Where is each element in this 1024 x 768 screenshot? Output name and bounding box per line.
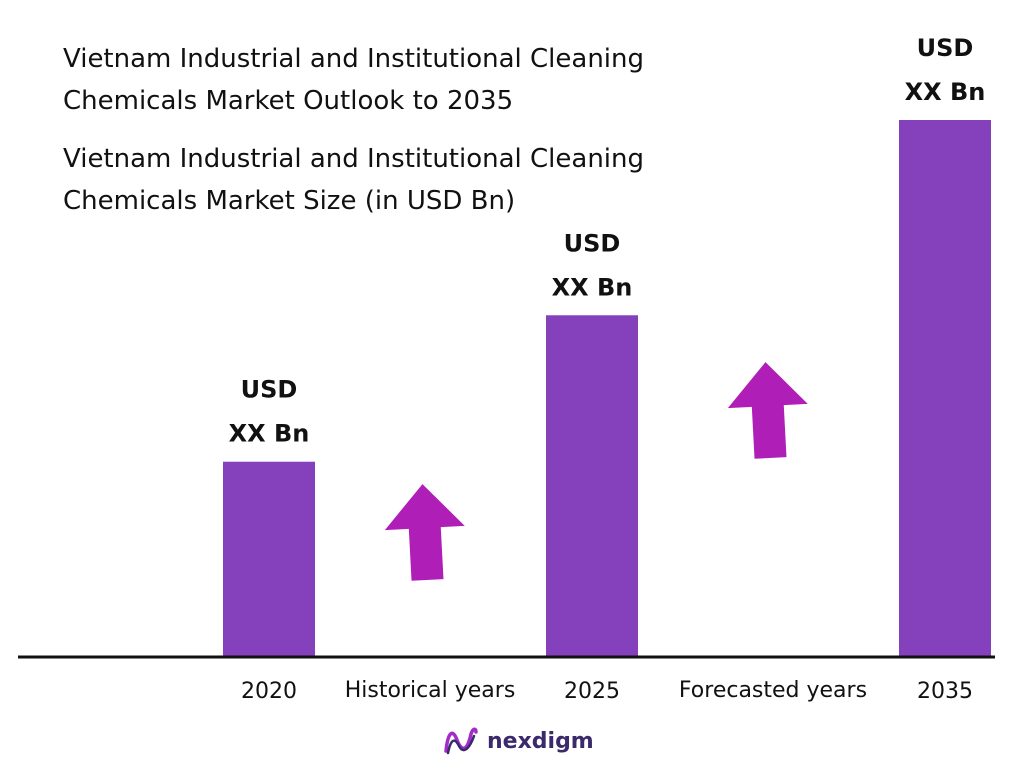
bar-2025	[546, 315, 638, 657]
x-tick-label: 2020	[241, 679, 297, 704]
bar-value-label: USD	[917, 34, 974, 62]
growth-arrow-icon	[384, 484, 465, 581]
bar-2035	[899, 120, 991, 657]
growth-arrow-icon	[727, 362, 808, 459]
bar-value-label: XX Bn	[552, 273, 633, 301]
logo-text: nexdigm	[487, 728, 594, 754]
bar-value-label: USD	[241, 376, 298, 404]
bar-value-label: XX Bn	[905, 78, 986, 106]
x-tick-label: 2025	[564, 679, 620, 704]
nexdigm-logo: nexdigm	[443, 722, 594, 760]
x-tick-label: 2035	[917, 679, 973, 704]
historical-years-label: Historical years	[345, 678, 516, 703]
nexdigm-logo-icon	[444, 727, 478, 755]
chart-subtitle: Vietnam Industrial and Institutional Cle…	[63, 144, 645, 216]
bar-2020	[223, 461, 315, 657]
bar-value-label: XX Bn	[229, 420, 310, 448]
forecasted-years-label: Forecasted years	[679, 678, 867, 703]
chart-title: Vietnam Industrial and Institutional Cle…	[63, 44, 645, 116]
bar-value-label: USD	[564, 229, 621, 257]
